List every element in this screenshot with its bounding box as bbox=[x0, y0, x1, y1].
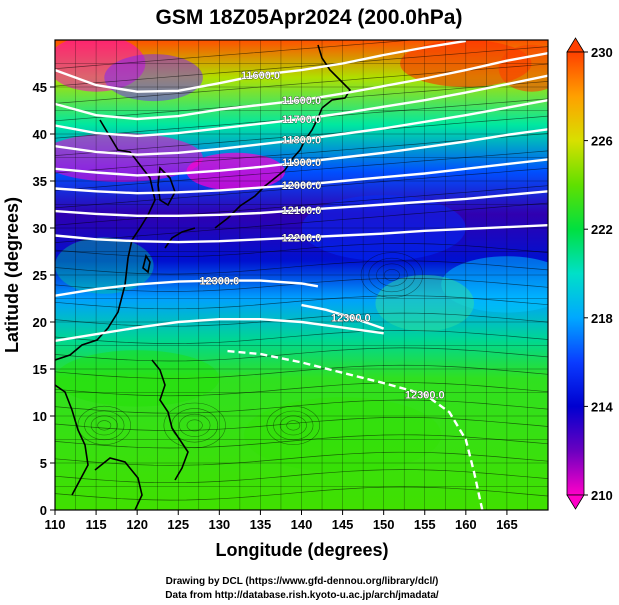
chart-title: GSM 18Z05Apr2024 (200.0hPa) bbox=[156, 6, 463, 29]
colorbar-ticks: 210 214 218 222 226 230 bbox=[584, 45, 613, 503]
colorbar-tick-label: 210 bbox=[591, 488, 613, 503]
coastline-taiwan bbox=[142, 254, 151, 274]
height-contours: 11600.0 11600.0 11700.0 11800.0 11900.0 12000… bbox=[55, 40, 548, 510]
x-tick-label: 140 bbox=[291, 517, 313, 532]
colorbar-tick-label: 230 bbox=[591, 45, 613, 60]
y-tick-label: 20 bbox=[33, 315, 47, 330]
y-axis-label: Latitude (degrees) bbox=[2, 197, 22, 353]
contour-line bbox=[55, 99, 548, 156]
x-tick-label: 110 bbox=[45, 517, 66, 532]
y-tick-label: 15 bbox=[33, 362, 47, 377]
contour-line bbox=[55, 52, 548, 121]
contour-label: 12200.0 bbox=[282, 232, 322, 244]
contour-label: 12300.0 bbox=[331, 312, 371, 324]
contour-label: 11700.0 bbox=[282, 114, 321, 126]
x-tick-label: 145 bbox=[332, 517, 354, 532]
credit-drawing: Drawing by DCL (https://www.gfd-dennou.o… bbox=[166, 576, 439, 587]
colorbar-bottom-arrow bbox=[566, 494, 585, 510]
y-tick-label: 35 bbox=[33, 174, 47, 189]
colorbar-body bbox=[566, 51, 585, 496]
streamline-eddy bbox=[273, 410, 314, 441]
colorbar-tick-label: 214 bbox=[591, 399, 613, 414]
x-tick-label: 160 bbox=[455, 517, 477, 532]
contour-line bbox=[55, 128, 548, 177]
x-axis-ticks: 110 115 120 125 130 135 140 145 150 155 160 165 bbox=[45, 510, 518, 532]
contour-line bbox=[55, 40, 466, 93]
streamline-eddy bbox=[84, 410, 125, 441]
contour-line bbox=[55, 74, 548, 138]
colorbar-tick-label: 218 bbox=[591, 311, 613, 326]
y-tick-label: 45 bbox=[33, 80, 47, 95]
streamline-eddy bbox=[163, 402, 226, 449]
contour-line bbox=[227, 349, 484, 510]
contour-label: 12300.0 bbox=[199, 276, 239, 288]
colorbar-tick-label: 222 bbox=[591, 222, 613, 237]
contour-line bbox=[55, 318, 384, 342]
contour-label: 11600.0 bbox=[241, 70, 280, 82]
contour-label: 11800.0 bbox=[282, 135, 321, 147]
contour-line bbox=[55, 158, 548, 195]
x-tick-label: 130 bbox=[208, 517, 230, 532]
coastline-hokkaido-sakhalin bbox=[317, 44, 352, 109]
coastline-philippines bbox=[151, 359, 189, 481]
x-tick-label: 165 bbox=[496, 517, 518, 532]
x-tick-label: 115 bbox=[86, 517, 107, 532]
credit-data-source: Data from http://database.rish.kyoto-u.a… bbox=[165, 590, 439, 601]
contour-label: 12000.0 bbox=[282, 180, 322, 192]
coastline-borneo bbox=[94, 457, 143, 510]
colorbar-tick-label: 226 bbox=[591, 134, 613, 149]
y-tick-label: 0 bbox=[40, 503, 47, 518]
x-axis-label: Longitude (degrees) bbox=[215, 540, 388, 560]
contour-label: 11900.0 bbox=[282, 157, 321, 169]
contour-label: 11600.0 bbox=[282, 95, 321, 107]
colorbar: 210 214 218 222 226 230 bbox=[566, 37, 613, 510]
streamline-eddy bbox=[266, 405, 320, 445]
x-tick-label: 155 bbox=[414, 517, 436, 532]
y-tick-label: 25 bbox=[33, 268, 47, 283]
x-tick-label: 120 bbox=[126, 517, 148, 532]
contour-line bbox=[301, 303, 385, 330]
y-tick-label: 30 bbox=[33, 221, 47, 236]
x-tick-label: 150 bbox=[373, 517, 395, 532]
streamline-eddy bbox=[97, 420, 112, 431]
contour-line bbox=[55, 279, 319, 297]
y-axis-ticks: 0 5 10 15 20 25 30 35 40 45 bbox=[33, 80, 55, 518]
coastline-korea-peninsula bbox=[157, 166, 176, 207]
x-tick-label: 135 bbox=[250, 517, 272, 532]
y-tick-label: 10 bbox=[33, 409, 47, 424]
contour-line bbox=[55, 190, 548, 217]
contour-label: 12100.0 bbox=[282, 205, 322, 217]
y-tick-label: 5 bbox=[40, 456, 47, 471]
y-tick-label: 40 bbox=[33, 127, 47, 142]
coastline-vietnam bbox=[55, 384, 89, 496]
colorbar-top-arrow bbox=[566, 37, 585, 53]
x-tick-label: 125 bbox=[167, 517, 189, 532]
map-plot-area: 11600.0 11600.0 11700.0 11800.0 11900.0 12000… bbox=[55, 40, 548, 510]
streamline-eddy bbox=[286, 420, 301, 431]
lat-lon-grid bbox=[55, 40, 548, 510]
contour-line bbox=[55, 224, 548, 244]
streamline-eddy bbox=[77, 405, 132, 445]
streamline-eddy bbox=[186, 419, 203, 432]
streamline-eddy bbox=[178, 413, 211, 437]
contour-label: 12300.0 bbox=[405, 389, 445, 401]
